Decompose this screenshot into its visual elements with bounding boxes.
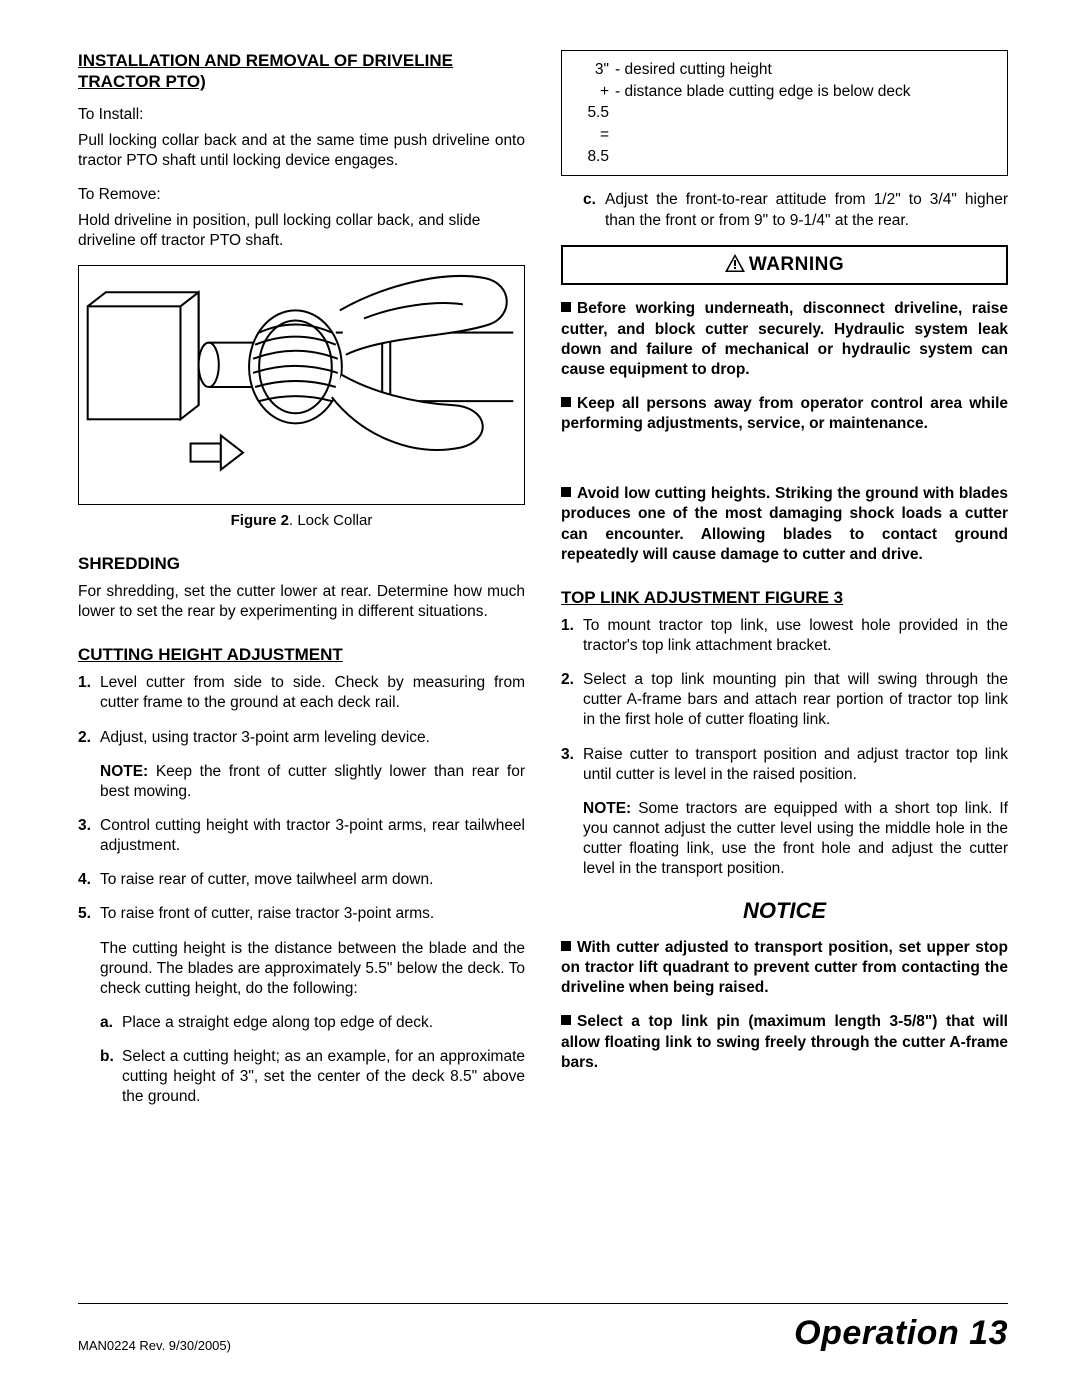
heading-cutting-height: CUTTING HEIGHT ADJUSTMENT bbox=[78, 644, 525, 666]
tla-1: To mount tractor top link, use lowest ho… bbox=[561, 616, 1008, 656]
para-install: Pull locking collar back and at the same… bbox=[78, 131, 525, 171]
cha-item-2: Adjust, using tractor 3-point arm leveli… bbox=[78, 728, 525, 802]
label-to-remove: To Remove: bbox=[78, 185, 525, 205]
tla3-note: Some tractors are equipped with a short … bbox=[583, 800, 1008, 877]
notice-2: Select a top link pin (maximum length 3-… bbox=[561, 1012, 1008, 1072]
figure-caption-text: . Lock Collar bbox=[289, 512, 372, 529]
top-link-list: To mount tractor top link, use lowest ho… bbox=[561, 616, 1008, 880]
warn-1-text: Before working underneath, disconnect dr… bbox=[561, 300, 1008, 377]
cha5-para: The cutting height is the distance betwe… bbox=[100, 939, 525, 999]
label-to-install: To Install: bbox=[78, 105, 525, 125]
calc-r3-a: = 8.5 bbox=[572, 124, 612, 167]
sub-b-text: Select a cutting height; as an example, … bbox=[122, 1048, 525, 1105]
page-number: 13 bbox=[969, 1314, 1008, 1352]
figure-2-box bbox=[78, 265, 525, 505]
figure-label: Figure 2 bbox=[231, 512, 289, 529]
section-name: Operation bbox=[794, 1314, 959, 1352]
para-shredding: For shredding, set the cutter lower at r… bbox=[78, 582, 525, 622]
square-bullet-icon bbox=[561, 1015, 571, 1025]
sub-b: b. Select a cutting height; as an example… bbox=[78, 1047, 525, 1107]
heading-top-link: TOP LINK ADJUSTMENT FIGURE 3 bbox=[561, 587, 1008, 609]
calc-r1-b: - desired cutting height bbox=[612, 59, 914, 81]
warn-2-text: Keep all persons away from operator cont… bbox=[561, 395, 1008, 432]
cutting-height-list: Level cutter from side to side. Check by… bbox=[78, 673, 525, 999]
figure-2-caption: Figure 2. Lock Collar bbox=[78, 511, 525, 531]
cha-item-4: To raise rear of cutter, move tailwheel … bbox=[78, 870, 525, 890]
warn-2: Keep all persons away from operator cont… bbox=[561, 394, 1008, 434]
notice-heading: NOTICE bbox=[561, 897, 1008, 926]
cha-item-3: Control cutting height with tractor 3-po… bbox=[78, 816, 525, 856]
warning-box: WARNING bbox=[561, 245, 1008, 286]
lock-collar-illustration bbox=[79, 266, 524, 504]
para-remove: Hold driveline in position, pull locking… bbox=[78, 211, 525, 251]
revision-text: MAN0224 Rev. 9/30/2005) bbox=[78, 1338, 231, 1353]
calc-r1-a: 3" bbox=[572, 59, 612, 81]
label-c: c. bbox=[583, 190, 596, 210]
right-column: 3"- desired cutting height + 5.5- distan… bbox=[561, 50, 1008, 1122]
sub-c: c. Adjust the front-to-rear attitude from… bbox=[561, 190, 1008, 230]
label-b: b. bbox=[100, 1047, 114, 1067]
square-bullet-icon bbox=[561, 487, 571, 497]
calc-r2-a: + 5.5 bbox=[572, 81, 612, 124]
warning-triangle-icon bbox=[725, 254, 745, 272]
square-bullet-icon bbox=[561, 941, 571, 951]
warning-label: WARNING bbox=[749, 254, 844, 275]
notice-1: With cutter adjusted to transport positi… bbox=[561, 938, 1008, 998]
label-a: a. bbox=[100, 1013, 113, 1033]
cha-item-5: To raise front of cutter, raise tractor … bbox=[78, 904, 525, 999]
calc-table: 3"- desired cutting height + 5.5- distan… bbox=[572, 59, 914, 167]
heading-shredding: SHREDDING bbox=[78, 553, 525, 575]
calculation-box: 3"- desired cutting height + 5.5- distan… bbox=[561, 50, 1008, 176]
cha-item-1: Level cutter from side to side. Check by… bbox=[78, 673, 525, 713]
sub-a: a. Place a straight edge along top edge o… bbox=[78, 1013, 525, 1033]
tla-3: Raise cutter to transport position and a… bbox=[561, 745, 1008, 880]
warn-3: Avoid low cutting heights. Striking the … bbox=[561, 484, 1008, 565]
notice-1-text: With cutter adjusted to transport positi… bbox=[561, 939, 1008, 996]
heading-install-removal: INSTALLATION AND REMOVAL OF DRIVELINE TR… bbox=[78, 50, 525, 93]
tla3-text: Raise cutter to transport position and a… bbox=[583, 746, 1008, 783]
sub-c-text: Adjust the front-to-rear attitude from 1… bbox=[605, 191, 1008, 228]
calc-r2-b: - distance blade cutting edge is below d… bbox=[612, 81, 914, 124]
square-bullet-icon bbox=[561, 302, 571, 312]
left-column: INSTALLATION AND REMOVAL OF DRIVELINE TR… bbox=[78, 50, 525, 1122]
cha5-text: To raise front of cutter, raise tractor … bbox=[100, 905, 434, 922]
sub-a-text: Place a straight edge along top edge of … bbox=[122, 1014, 433, 1031]
square-bullet-icon bbox=[561, 397, 571, 407]
page-columns: INSTALLATION AND REMOVAL OF DRIVELINE TR… bbox=[78, 50, 1008, 1122]
page-footer: MAN0224 Rev. 9/30/2005) Operation 13 bbox=[78, 1303, 1008, 1353]
note-label-2: NOTE: bbox=[583, 800, 631, 817]
warn-3-text: Avoid low cutting heights. Striking the … bbox=[561, 485, 1008, 562]
note-label: NOTE: bbox=[100, 763, 148, 780]
tla-2: Select a top link mounting pin that will… bbox=[561, 670, 1008, 730]
warn-1: Before working underneath, disconnect dr… bbox=[561, 299, 1008, 380]
cha2-text: Adjust, using tractor 3-point arm leveli… bbox=[100, 729, 430, 746]
section-page: Operation 13 bbox=[794, 1314, 1008, 1353]
cha2-note: Keep the front of cutter slightly lower … bbox=[100, 763, 525, 800]
notice-2-text: Select a top link pin (maximum length 3-… bbox=[561, 1013, 1008, 1070]
